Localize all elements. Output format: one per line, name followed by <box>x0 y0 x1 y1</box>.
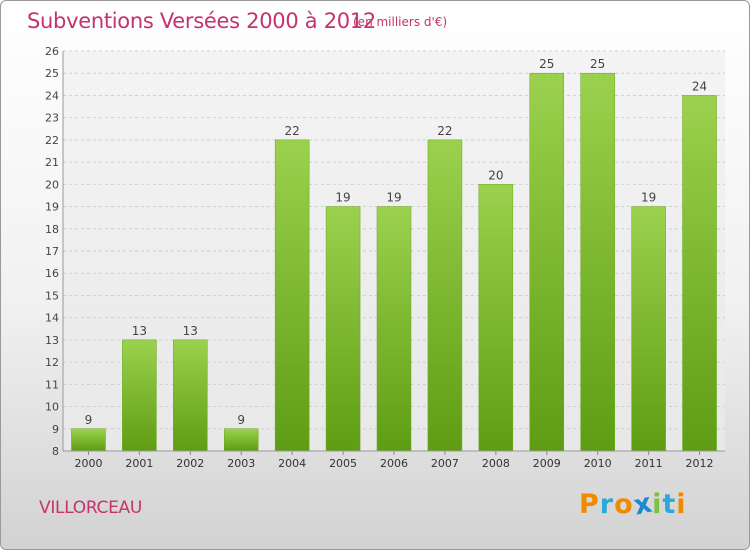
y-tick-label: 11 <box>45 378 59 391</box>
x-tick-label: 2007 <box>431 457 459 470</box>
logo-letter: P <box>579 489 600 520</box>
proxiti-logo: Proxiti <box>579 487 687 521</box>
x-tick-label: 2001 <box>125 457 153 470</box>
bar-2009 <box>529 72 565 452</box>
bar-2011 <box>631 206 666 452</box>
data-label: 9 <box>85 413 93 427</box>
bar-2002 <box>173 339 208 452</box>
data-label: 13 <box>183 324 198 338</box>
data-label: 19 <box>641 191 656 205</box>
y-tick-label: 13 <box>45 334 59 347</box>
y-tick-label: 19 <box>45 201 59 214</box>
bar-2005 <box>325 206 361 452</box>
y-tick-label: 15 <box>45 289 59 302</box>
logo-letter: o <box>614 489 634 520</box>
logo-letter: i <box>652 489 663 520</box>
x-tick-label: 2004 <box>278 457 306 470</box>
x-tick-label: 2009 <box>533 457 561 470</box>
y-tick-label: 23 <box>45 112 59 125</box>
x-tick-label: 2002 <box>176 457 204 470</box>
y-tick-label: 9 <box>52 423 59 436</box>
y-tick-label: 17 <box>45 245 59 258</box>
x-tick-label: 2000 <box>74 457 102 470</box>
data-label: 22 <box>437 124 452 138</box>
x-tick-label: 2010 <box>584 457 612 470</box>
bar-2001 <box>122 339 157 452</box>
y-tick-label: 14 <box>45 312 59 325</box>
y-tick-label: 26 <box>45 45 59 58</box>
data-label: 19 <box>386 191 401 205</box>
chart-title: Subventions Versées 2000 à 2012 <box>27 9 376 33</box>
y-tick-label: 10 <box>45 401 59 414</box>
y-tick-label: 21 <box>45 156 59 169</box>
chart-subtitle: (en milliers d'€) <box>353 15 448 29</box>
x-tick-label: 2008 <box>482 457 510 470</box>
bar-2007 <box>427 139 463 452</box>
y-tick-label: 8 <box>52 445 59 458</box>
y-tick-label: 12 <box>45 356 59 369</box>
logo-letter: t <box>662 489 677 520</box>
x-tick-label: 2006 <box>380 457 408 470</box>
bar-2003 <box>223 428 259 452</box>
data-label: 9 <box>237 413 245 427</box>
bar-2004 <box>274 139 310 452</box>
x-tick-label: 2005 <box>329 457 357 470</box>
bar-2010 <box>580 72 615 452</box>
x-tick-label: 2012 <box>686 457 714 470</box>
data-label: 22 <box>285 124 300 138</box>
logo-letter: i <box>676 489 687 520</box>
data-label: 24 <box>692 79 707 93</box>
bar-2012 <box>682 95 717 452</box>
y-tick-label: 18 <box>45 223 59 236</box>
x-tick-label: 2003 <box>227 457 255 470</box>
logo-letter: r <box>599 489 615 520</box>
data-label: 25 <box>539 57 554 71</box>
y-tick-label: 20 <box>45 178 59 191</box>
bar-2000 <box>71 428 106 452</box>
data-label: 13 <box>132 324 147 338</box>
y-tick-label: 16 <box>45 267 59 280</box>
y-tick-label: 24 <box>45 89 59 102</box>
commune-name: VILLORCEAU <box>39 498 143 518</box>
x-tick-label: 2011 <box>635 457 663 470</box>
data-label: 25 <box>590 57 605 71</box>
data-label: 19 <box>335 191 350 205</box>
bar-2008 <box>478 184 514 452</box>
y-tick-label: 25 <box>45 67 59 80</box>
bar-2006 <box>376 206 412 452</box>
y-tick-label: 22 <box>45 134 59 147</box>
data-label: 20 <box>488 168 503 182</box>
